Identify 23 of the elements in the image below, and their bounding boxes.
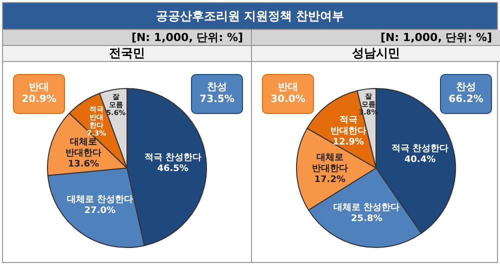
data-label: 17.2% bbox=[314, 175, 346, 186]
chart-title: 전국민 bbox=[3, 46, 251, 62]
chart-subtitle: [N: 1,000, 단위: %] bbox=[252, 30, 500, 46]
data-label: 27.0% bbox=[84, 206, 116, 216]
chart-subtitle: [N: 1,000, 단위: %] bbox=[3, 30, 251, 46]
slice-label: 적극 찬성한다 bbox=[391, 144, 449, 154]
text: 공공산후조리원 지원정책 찬반여부 bbox=[3, 3, 497, 30]
data-label: 40.4% bbox=[404, 155, 436, 166]
slice-label: 대체로 반대한다 bbox=[65, 137, 102, 158]
slice-label: 대체로 찬성한다 bbox=[66, 195, 133, 206]
slice-label: 적극 찬성한다 bbox=[144, 152, 202, 163]
slice-label: 대체로 반대한다 bbox=[312, 153, 348, 174]
text: 반대 20.9% bbox=[20, 82, 58, 106]
text: 찬성 73.5% bbox=[198, 82, 236, 106]
slice-label: 적극 반대한다 bbox=[330, 115, 366, 136]
text: 반대 30.0% bbox=[270, 82, 306, 106]
data-label: 46.5% bbox=[157, 164, 188, 174]
text: 찬성 66.2% bbox=[448, 82, 484, 106]
data-label: 13.6% bbox=[68, 159, 100, 170]
slice-label: 대체로 찬성한다 bbox=[334, 203, 400, 213]
data-label: 12.9% bbox=[332, 137, 364, 148]
data-label: 25.8% bbox=[351, 214, 382, 224]
chart-title: 성남시민 bbox=[252, 46, 500, 62]
